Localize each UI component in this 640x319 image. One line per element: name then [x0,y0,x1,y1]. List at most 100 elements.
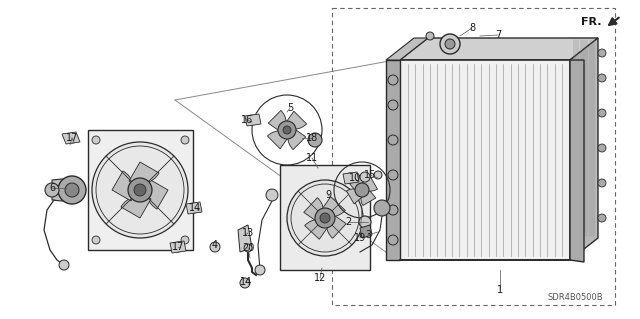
Circle shape [388,100,398,110]
Circle shape [381,206,389,214]
Text: 2: 2 [345,217,351,227]
Polygon shape [88,130,193,250]
Circle shape [598,109,606,117]
Polygon shape [186,202,202,214]
Polygon shape [570,38,598,260]
Circle shape [388,235,398,245]
Polygon shape [245,114,261,126]
Circle shape [374,171,382,179]
Circle shape [388,170,398,180]
Bar [332,8,615,305]
Wedge shape [319,197,346,217]
Circle shape [210,242,220,252]
Circle shape [134,184,146,196]
Circle shape [287,180,363,256]
Wedge shape [348,174,363,194]
Text: 13: 13 [242,228,254,238]
Wedge shape [268,131,291,149]
Circle shape [388,75,398,85]
Text: 17: 17 [66,133,78,143]
Circle shape [240,278,250,288]
Circle shape [65,183,79,197]
Circle shape [173,242,183,252]
Wedge shape [358,176,378,191]
Circle shape [308,133,322,147]
Polygon shape [386,38,428,60]
Circle shape [247,115,257,125]
Text: 17: 17 [172,242,184,252]
Text: 3: 3 [365,230,371,240]
Text: 20: 20 [242,243,254,253]
Text: 9: 9 [325,190,331,200]
Circle shape [355,183,369,197]
Text: 10: 10 [349,173,361,183]
Text: 12: 12 [314,273,326,283]
Circle shape [440,34,460,54]
Text: 7: 7 [495,30,501,40]
Circle shape [92,142,188,238]
Polygon shape [170,241,186,253]
Wedge shape [361,187,376,205]
Text: 1: 1 [497,285,503,295]
Circle shape [426,32,434,40]
Circle shape [181,236,189,244]
Polygon shape [400,38,598,60]
Circle shape [128,178,152,202]
Wedge shape [121,196,151,218]
Text: 18: 18 [306,133,318,143]
Polygon shape [238,225,252,252]
Wedge shape [129,162,159,184]
Text: 11: 11 [306,153,318,163]
Circle shape [59,260,69,270]
Wedge shape [146,179,168,209]
Text: 19: 19 [354,233,366,243]
Circle shape [283,126,291,134]
Text: 4: 4 [212,240,218,250]
Text: 16: 16 [241,115,253,125]
Circle shape [598,144,606,152]
Circle shape [598,179,606,187]
Circle shape [278,121,296,139]
Polygon shape [570,60,584,262]
Wedge shape [326,212,346,238]
Circle shape [255,265,265,275]
Circle shape [374,200,390,216]
Circle shape [266,189,278,201]
Circle shape [67,133,77,143]
Text: 14: 14 [240,277,252,287]
Text: FR.: FR. [580,17,601,27]
Circle shape [360,172,370,182]
Wedge shape [268,110,286,133]
Circle shape [388,135,398,145]
Polygon shape [386,60,400,260]
Polygon shape [52,178,72,202]
Circle shape [315,208,335,228]
Wedge shape [346,189,365,204]
Circle shape [598,74,606,82]
Polygon shape [360,225,372,238]
Circle shape [181,136,189,144]
Text: 5: 5 [287,103,293,113]
Circle shape [388,205,398,215]
Circle shape [320,213,330,223]
Text: SDR4B0500B: SDR4B0500B [547,293,603,302]
Text: 14: 14 [189,203,201,213]
Text: 8: 8 [469,23,475,33]
Circle shape [345,173,355,183]
Circle shape [58,176,86,204]
Polygon shape [62,132,80,144]
Wedge shape [304,198,324,224]
Polygon shape [400,60,570,260]
Circle shape [359,216,371,228]
Circle shape [92,236,100,244]
Wedge shape [288,127,306,150]
Circle shape [244,244,252,252]
Circle shape [189,203,199,213]
Wedge shape [112,171,134,201]
Text: 6: 6 [49,183,55,193]
Text: 15: 15 [364,170,376,180]
Circle shape [598,214,606,222]
Polygon shape [280,165,370,270]
Wedge shape [305,219,331,239]
Wedge shape [284,111,307,129]
